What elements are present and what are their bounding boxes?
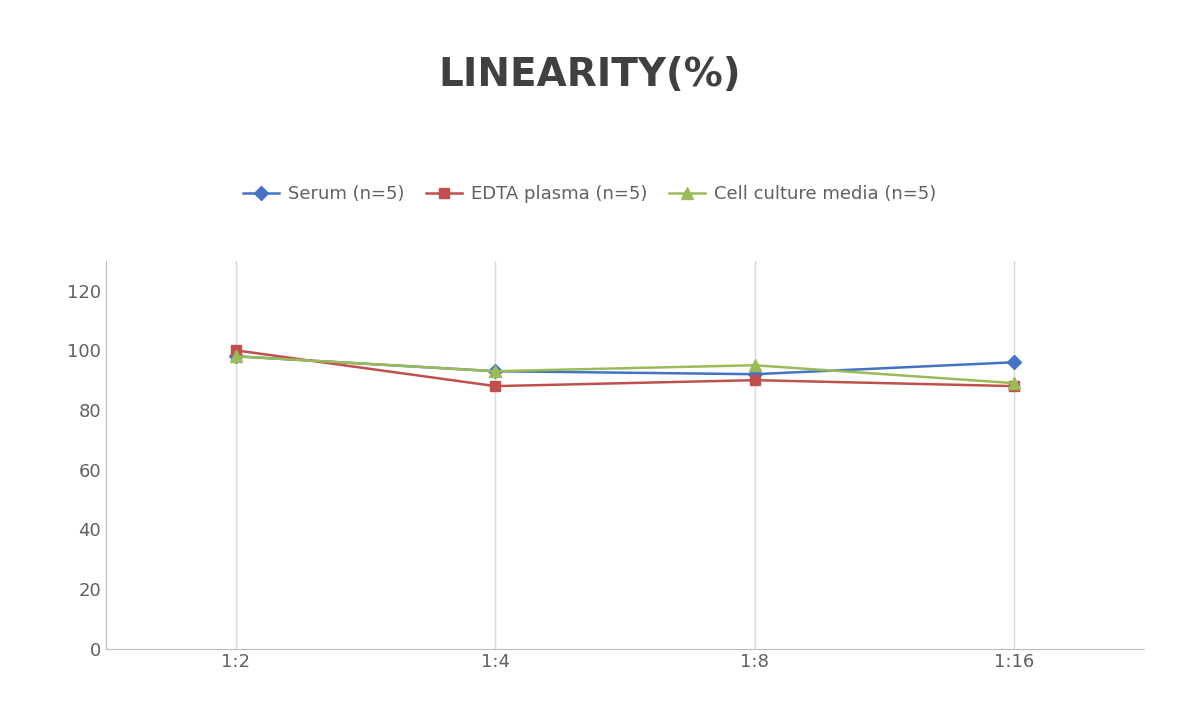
Serum (n=5) [747, 370, 762, 379]
Serum (n=5) [229, 352, 243, 360]
Cell culture media (n=5) [488, 367, 502, 376]
Line: EDTA plasma (n=5): EDTA plasma (n=5) [231, 345, 1019, 391]
Legend: Serum (n=5), EDTA plasma (n=5), Cell culture media (n=5): Serum (n=5), EDTA plasma (n=5), Cell cul… [236, 178, 943, 211]
EDTA plasma (n=5) [229, 346, 243, 355]
EDTA plasma (n=5) [488, 382, 502, 391]
Cell culture media (n=5) [1007, 379, 1021, 387]
Line: Serum (n=5): Serum (n=5) [231, 351, 1019, 379]
EDTA plasma (n=5) [747, 376, 762, 384]
EDTA plasma (n=5) [1007, 382, 1021, 391]
Cell culture media (n=5) [229, 352, 243, 360]
Text: LINEARITY(%): LINEARITY(%) [439, 56, 740, 94]
Line: Cell culture media (n=5): Cell culture media (n=5) [230, 351, 1020, 388]
Serum (n=5) [1007, 358, 1021, 367]
Cell culture media (n=5) [747, 361, 762, 369]
Serum (n=5) [488, 367, 502, 376]
